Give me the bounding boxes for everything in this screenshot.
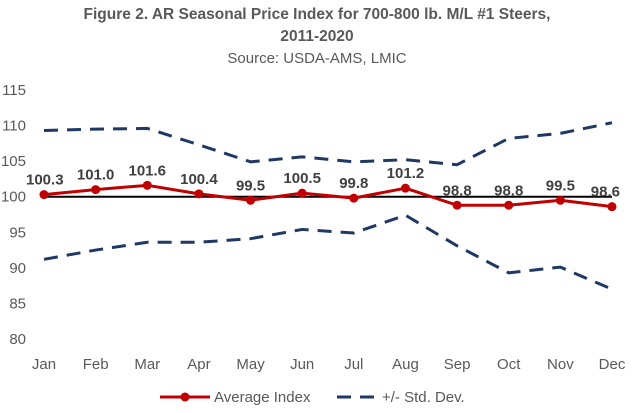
y-tick-label: 115 xyxy=(2,82,26,99)
x-tick-label: Feb xyxy=(83,356,109,373)
data-point-average-index xyxy=(349,193,359,203)
y-tick-label: 110 xyxy=(2,118,26,135)
x-tick-label: Jun xyxy=(290,356,314,373)
data-point-average-index xyxy=(246,195,256,205)
x-tick-label: Dec xyxy=(599,356,626,373)
data-point-average-index xyxy=(91,185,101,195)
y-tick-label: 105 xyxy=(1,153,26,170)
data-label: 98.6 xyxy=(591,184,620,201)
data-point-average-index xyxy=(452,200,462,210)
data-label: 100.4 xyxy=(180,171,218,188)
chart-subtitle: Source: USDA-AMS, LMIC xyxy=(227,50,407,67)
data-point-average-index xyxy=(142,180,152,190)
legend: Average Index +/- Std. Dev. xyxy=(160,389,465,406)
y-tick-label: 80 xyxy=(9,331,26,348)
data-label: 98.8 xyxy=(442,182,471,199)
data-point-average-index xyxy=(400,183,410,193)
data-label: 99.5 xyxy=(546,177,575,194)
y-tick-label: 85 xyxy=(9,295,26,312)
data-label: 100.3 xyxy=(26,172,64,189)
series-line-upper-std-dev xyxy=(43,121,613,167)
data-label: 99.8 xyxy=(339,175,368,192)
data-point-average-index xyxy=(194,189,204,199)
x-axis: Jan Feb Mar Apr May Jun Jul Aug Sep Oct Nov Dec xyxy=(32,356,626,373)
x-tick-label: May xyxy=(236,356,265,373)
x-tick-label: Jul xyxy=(344,356,363,373)
data-label: 99.5 xyxy=(236,177,265,194)
data-point-average-index xyxy=(504,200,514,210)
data-labels: 100.3 101.0 101.6 100.4 99.5 100.5 99.8 101.2 98… xyxy=(26,162,620,200)
legend-avg-label: Average Index xyxy=(214,389,311,406)
chart-title-line-2: 2011-2020 xyxy=(280,28,354,45)
data-point-average-index xyxy=(607,202,617,212)
x-tick-label: Apr xyxy=(187,356,210,373)
data-label: 100.5 xyxy=(283,170,321,187)
legend-avg-marker xyxy=(180,392,190,402)
data-label: 101.2 xyxy=(387,165,425,182)
x-tick-label: Mar xyxy=(134,356,160,373)
data-label: 101.6 xyxy=(128,162,166,179)
data-point-average-index xyxy=(297,188,307,198)
x-tick-label: Oct xyxy=(497,356,521,373)
y-tick-label: 100 xyxy=(1,189,26,206)
y-tick-label: 90 xyxy=(9,260,26,277)
series-line-average-index xyxy=(43,183,613,209)
series-layer xyxy=(39,121,617,291)
legend-std-label: +/- Std. Dev. xyxy=(382,389,465,406)
y-tick-label: 95 xyxy=(9,224,26,241)
x-tick-label: Aug xyxy=(392,356,419,373)
data-label: 98.8 xyxy=(494,182,523,199)
data-point-average-index xyxy=(555,195,565,205)
chart-title-line-1: Figure 2. AR Seasonal Price Index for 70… xyxy=(83,6,551,23)
data-label: 101.0 xyxy=(77,167,115,184)
x-tick-label: Nov xyxy=(547,356,574,373)
x-tick-label: Jan xyxy=(32,356,56,373)
data-point-average-index xyxy=(39,190,49,200)
y-axis: 80 85 90 95 100 105 110 115 xyxy=(1,82,26,348)
series-line-lower-std-dev xyxy=(43,213,613,291)
x-tick-label: Sep xyxy=(444,356,471,373)
